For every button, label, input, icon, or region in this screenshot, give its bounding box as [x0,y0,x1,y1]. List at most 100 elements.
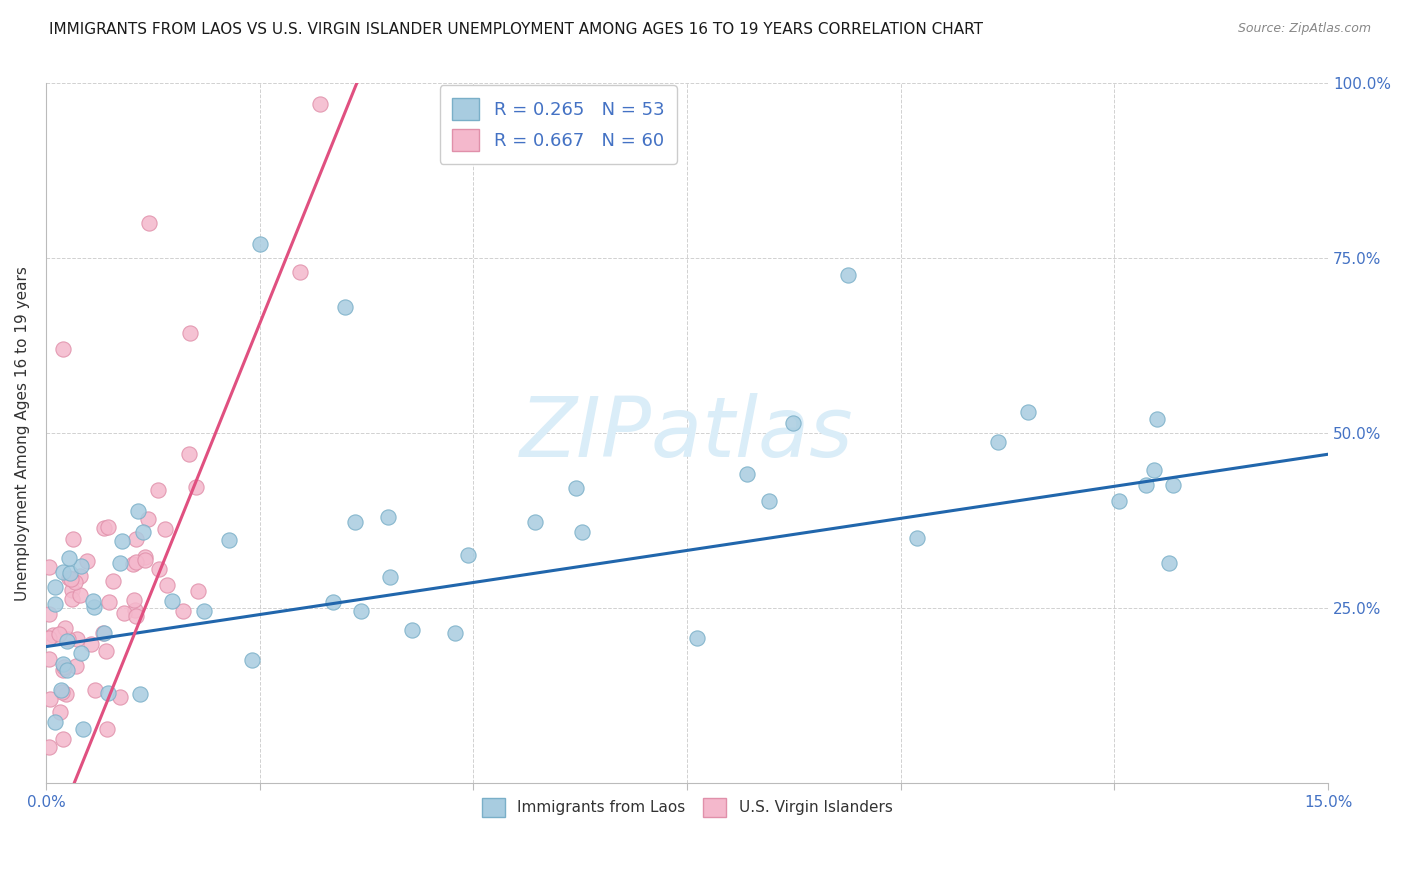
Point [51,685,73,699]
Point [60,572,83,586]
Point [162,594,184,608]
Point [59,566,82,580]
Point [122,557,145,571]
Point [1161,477,1184,491]
Point [52,566,75,580]
Point [66,632,89,647]
Point [96,644,118,658]
Point [62,533,84,547]
Point [565,481,588,495]
Point [52,657,75,672]
Point [44,580,66,594]
Point [444,626,467,640]
Point [52,343,75,357]
Point [42,628,65,642]
Point [837,268,859,282]
Point [378,570,401,584]
Point [52,663,75,677]
Text: IMMIGRANTS FROM LAOS VS U.S. VIRGIN ISLANDER UNEMPLOYMENT AMONG AGES 16 TO 19 YE: IMMIGRANTS FROM LAOS VS U.S. VIRGIN ISLA… [49,22,983,37]
Point [58,571,80,585]
Point [249,237,271,252]
Point [101,574,124,588]
Point [177,447,200,461]
Point [218,533,240,547]
Point [333,301,356,315]
Point [129,687,152,701]
Point [138,216,160,230]
Point [70,646,93,660]
Y-axis label: Unemployment Among Ages 16 to 19 years: Unemployment Among Ages 16 to 19 years [15,266,30,600]
Point [1108,494,1130,508]
Point [156,577,179,591]
Point [125,532,148,546]
Point [148,562,170,576]
Point [134,552,156,566]
Point [132,525,155,540]
Point [56,632,79,647]
Point [343,515,366,529]
Point [38,560,60,574]
Point [108,690,131,705]
Point [186,480,208,494]
Point [987,434,1010,449]
Point [187,584,209,599]
Point [172,604,194,618]
Point [63,574,86,589]
Point [1157,556,1180,570]
Point [193,604,215,618]
Text: ZIPatlas: ZIPatlas [520,392,853,474]
Point [686,631,709,645]
Point [69,588,91,602]
Point [51,682,73,697]
Point [93,521,115,535]
Point [91,626,114,640]
Point [83,599,105,614]
Point [240,653,263,667]
Point [1143,463,1166,477]
Point [44,715,66,730]
Point [377,509,399,524]
Point [80,637,103,651]
Point [48,627,70,641]
Point [97,594,120,608]
Point [60,583,83,598]
Point [53,659,76,673]
Point [1146,412,1168,426]
Point [288,265,311,279]
Point [457,548,479,562]
Point [136,512,159,526]
Point [179,326,201,341]
Point [125,608,148,623]
Point [55,687,77,701]
Point [38,631,60,645]
Text: Source: ZipAtlas.com: Source: ZipAtlas.com [1237,22,1371,36]
Point [1017,404,1039,418]
Point [146,483,169,497]
Point [72,722,94,736]
Point [153,523,176,537]
Point [52,732,75,747]
Point [70,558,93,573]
Point [322,594,344,608]
Point [58,550,80,565]
Point [111,533,134,548]
Point [38,652,60,666]
Point [125,555,148,569]
Point [308,97,330,112]
Legend: Immigrants from Laos, U.S. Virgin Islanders: Immigrants from Laos, U.S. Virgin Island… [474,790,900,824]
Point [758,493,780,508]
Point [39,692,62,706]
Point [76,554,98,568]
Point [122,592,145,607]
Point [112,606,135,620]
Point [782,416,804,430]
Point [53,621,76,635]
Point [65,658,87,673]
Point [69,568,91,582]
Point [127,504,149,518]
Point [38,607,60,621]
Point [97,685,120,699]
Point [905,531,928,545]
Point [97,520,120,534]
Point [60,592,83,607]
